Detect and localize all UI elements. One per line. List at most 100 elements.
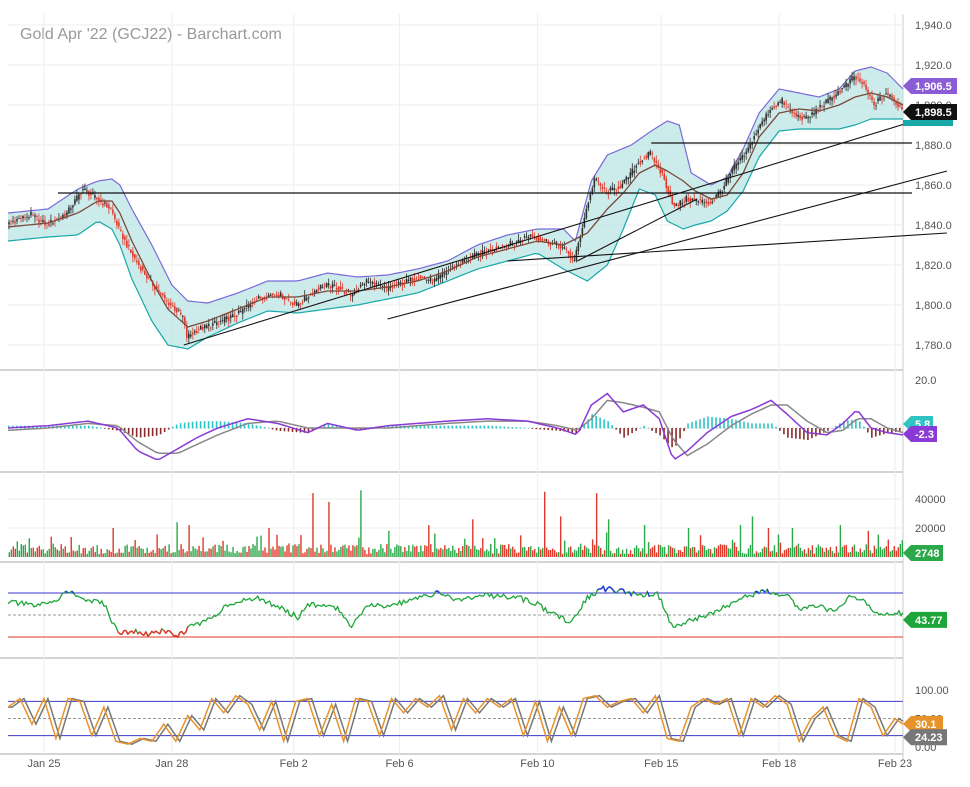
- volume-bar: [532, 550, 533, 557]
- volume-bar: [836, 546, 837, 557]
- candle-body: [663, 174, 665, 180]
- volume-bar: [216, 552, 217, 557]
- volume-bar: [834, 553, 835, 557]
- volume-bar: [426, 546, 427, 557]
- volume-bar: [500, 545, 501, 557]
- volume-bar: [818, 544, 819, 557]
- macd-histogram-bar: [444, 426, 446, 429]
- candle-body: [162, 293, 164, 295]
- candle-body: [10, 221, 12, 222]
- candle-body: [70, 209, 72, 210]
- candle-body: [42, 220, 44, 222]
- volume-bar: [69, 552, 70, 557]
- candle-body: [618, 187, 620, 189]
- candle-body: [286, 298, 288, 299]
- volume-last-badge-text: 2748: [915, 548, 939, 560]
- volume-bar: [132, 546, 133, 557]
- macd-histogram-bar: [807, 428, 809, 440]
- volume-bar: [378, 550, 379, 557]
- volume-bar: [208, 548, 209, 557]
- volume-bar: [89, 551, 90, 557]
- macd-histogram-bar: [436, 426, 438, 429]
- volume-bar: [13, 546, 14, 557]
- volume-bar: [734, 542, 735, 557]
- volume-bar: [288, 543, 289, 557]
- volume-bar: [526, 551, 527, 557]
- volume-bar: [95, 552, 96, 557]
- candle-body: [296, 302, 298, 305]
- candle-body: [743, 156, 745, 157]
- candle-body: [420, 275, 422, 279]
- macd-histogram-bar: [184, 423, 186, 429]
- volume-bar: [720, 544, 721, 557]
- candle-body: [709, 202, 711, 203]
- volume-bar: [458, 548, 459, 557]
- candle-body: [733, 165, 735, 171]
- volume-bar: [744, 554, 745, 557]
- candle-body: [290, 302, 292, 303]
- volume-bar: [53, 544, 54, 557]
- candle-body: [635, 166, 637, 168]
- candle-body: [701, 200, 703, 203]
- volume-bar: [382, 548, 383, 557]
- candle-body: [138, 261, 140, 265]
- volume-bar: [11, 549, 12, 557]
- volume-bar: [432, 552, 433, 557]
- volume-bar: [656, 552, 657, 557]
- candle-body: [809, 117, 811, 118]
- volume-bar: [45, 553, 46, 557]
- candle-body: [30, 212, 32, 215]
- macd-histogram-bar: [148, 428, 150, 437]
- macd-histogram-bar: [871, 428, 873, 438]
- volume-bar: [25, 545, 26, 557]
- volume-bar: [796, 546, 797, 557]
- y-tick-label: 1,800.0: [915, 300, 952, 312]
- candle-body: [811, 112, 813, 114]
- candle-body: [432, 282, 434, 283]
- candle-body: [630, 172, 632, 178]
- candle-body: [382, 285, 384, 286]
- volume-bar: [662, 547, 663, 557]
- volume-bar: [858, 552, 859, 557]
- rsi-overbought-segment: [605, 588, 607, 591]
- macd-histogram-bar: [76, 426, 78, 429]
- volume-bar: [158, 548, 159, 557]
- candle-body: [216, 323, 218, 325]
- volume-bar: [556, 552, 557, 557]
- candle-body: [797, 115, 799, 117]
- candle-body: [897, 103, 899, 107]
- volume-bar: [592, 539, 593, 557]
- volume-bar: [314, 552, 315, 557]
- candle-body: [711, 202, 713, 203]
- volume-bar: [696, 553, 697, 557]
- volume-bar: [722, 545, 723, 557]
- candle-body: [833, 96, 835, 99]
- candle-body: [306, 298, 308, 300]
- volume-bar: [252, 544, 253, 557]
- volume-bar: [27, 553, 28, 557]
- macd-histogram-bar: [831, 428, 833, 429]
- volume-bar: [380, 544, 381, 557]
- candle-body: [885, 94, 887, 95]
- volume-bar: [462, 546, 463, 557]
- candle-body: [174, 306, 176, 311]
- macd-histogram-bar: [483, 426, 485, 429]
- volume-bar: [864, 550, 865, 557]
- volume-bar: [554, 550, 555, 557]
- volume-bar: [394, 547, 395, 557]
- candle-body: [166, 300, 168, 301]
- macd-histogram-bar: [432, 426, 434, 429]
- candle-body: [616, 189, 618, 190]
- volume-bar: [482, 538, 483, 557]
- volume-bar: [416, 546, 417, 557]
- volume-bar: [140, 548, 141, 557]
- volume-bar: [736, 547, 737, 557]
- candle-body: [851, 76, 853, 80]
- candle-body: [632, 169, 634, 176]
- volume-bar: [580, 544, 581, 557]
- rsi-oversold-segment: [118, 632, 120, 634]
- macd-histogram-bar: [743, 422, 745, 429]
- candle-body: [785, 104, 787, 105]
- candle-body: [192, 333, 194, 335]
- candle-body: [869, 95, 871, 96]
